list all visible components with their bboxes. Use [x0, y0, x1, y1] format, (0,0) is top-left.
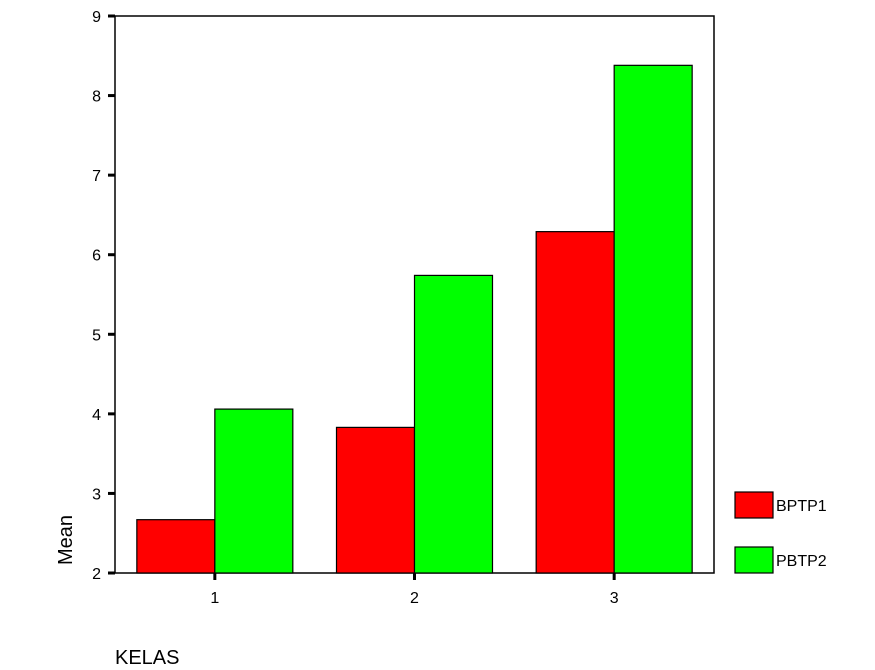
y-tick-label-5: 5: [92, 327, 101, 344]
y-tick-label-4: 4: [92, 407, 101, 424]
bar-bptp1-3: [535, 231, 615, 574]
bar-pbtp2-3: [613, 64, 693, 574]
legend-label-pbtp2: PBTP2: [776, 553, 827, 570]
bar-pbtp2-2: [413, 274, 494, 574]
bars-group: [136, 64, 693, 574]
legend-swatch-bptp1: [734, 491, 774, 519]
y-axis: 2 3 4 5 6 7 8 9: [92, 9, 115, 583]
x-axis-title: KELAS: [115, 647, 179, 669]
y-tick-label-2: 2: [92, 566, 101, 583]
y-tick-label-3: 3: [92, 486, 101, 503]
y-tick-label-7: 7: [92, 168, 101, 185]
y-tick-label-6: 6: [92, 248, 101, 265]
y-tick-label-9: 9: [92, 9, 101, 26]
x-tick-label-1: 1: [210, 590, 219, 607]
y-tick-label-8: 8: [92, 89, 101, 106]
x-tick-label-2: 2: [410, 590, 419, 607]
bar-bptp1-2: [335, 426, 416, 574]
y-axis-title: Mean: [55, 515, 77, 565]
x-tick-label-3: 3: [610, 590, 619, 607]
legend-label-bptp1: BPTP1: [776, 498, 827, 515]
bar-pbtp2-1: [214, 408, 294, 574]
x-axis: 1 2 3: [210, 573, 619, 607]
bar-bptp1-1: [136, 519, 216, 574]
legend: BPTP1 PBTP2: [734, 491, 827, 574]
legend-swatch-pbtp2: [734, 546, 774, 574]
